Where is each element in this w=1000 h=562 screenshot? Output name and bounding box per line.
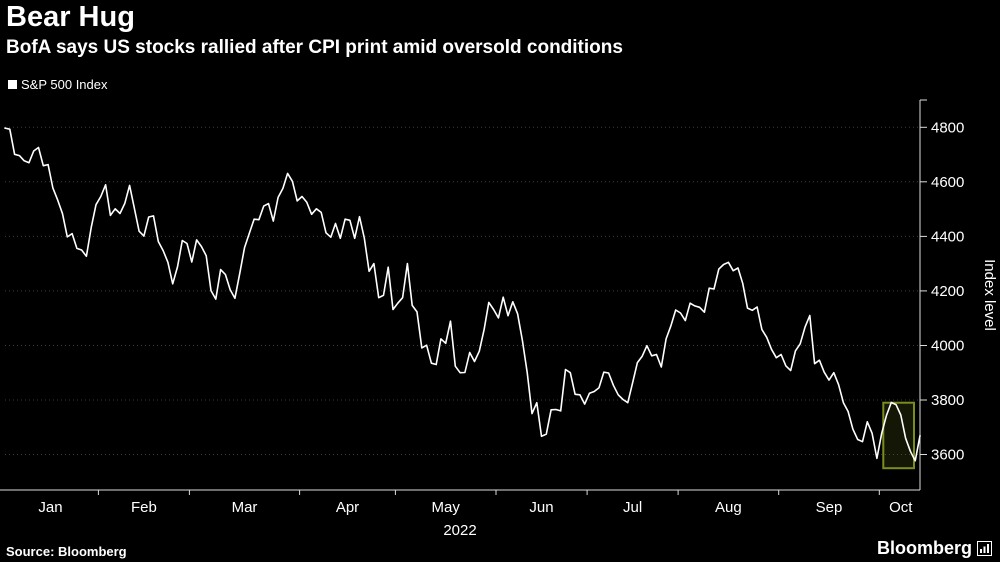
svg-text:2022: 2022: [443, 522, 476, 539]
source-note: Source: Bloomberg: [6, 544, 127, 559]
svg-text:Index level: Index level: [981, 259, 998, 331]
svg-text:Mar: Mar: [232, 499, 258, 516]
svg-text:Aug: Aug: [715, 499, 742, 516]
legend-label: S&P 500 Index: [21, 77, 108, 92]
svg-text:4600: 4600: [931, 174, 964, 191]
svg-text:May: May: [432, 499, 461, 516]
bloomberg-logo: Bloomberg: [877, 538, 992, 559]
svg-text:Jul: Jul: [623, 499, 642, 516]
svg-text:Jan: Jan: [38, 499, 62, 516]
svg-text:Oct: Oct: [889, 499, 913, 516]
svg-text:Feb: Feb: [131, 499, 157, 516]
svg-text:Jun: Jun: [529, 499, 553, 516]
legend: S&P 500 Index: [8, 77, 108, 92]
legend-swatch-icon: [8, 80, 17, 89]
chart-subtitle: BofA says US stocks rallied after CPI pr…: [6, 37, 623, 58]
svg-text:4000: 4000: [931, 338, 964, 355]
svg-text:3600: 3600: [931, 447, 964, 464]
svg-text:Sep: Sep: [816, 499, 843, 516]
bloomberg-terminal-icon: [977, 541, 992, 556]
price-chart: 3600 3800 4000 4200 4400 4600 4800 Jan Feb Mar Apr…: [0, 99, 998, 539]
svg-text:Apr: Apr: [336, 499, 359, 516]
svg-text:4400: 4400: [931, 228, 964, 245]
svg-text:3800: 3800: [931, 392, 964, 409]
svg-text:4800: 4800: [931, 119, 964, 136]
page-title: Bear Hug: [6, 1, 135, 33]
svg-text:4200: 4200: [931, 283, 964, 300]
bloomberg-logo-text: Bloomberg: [876, 538, 972, 558]
